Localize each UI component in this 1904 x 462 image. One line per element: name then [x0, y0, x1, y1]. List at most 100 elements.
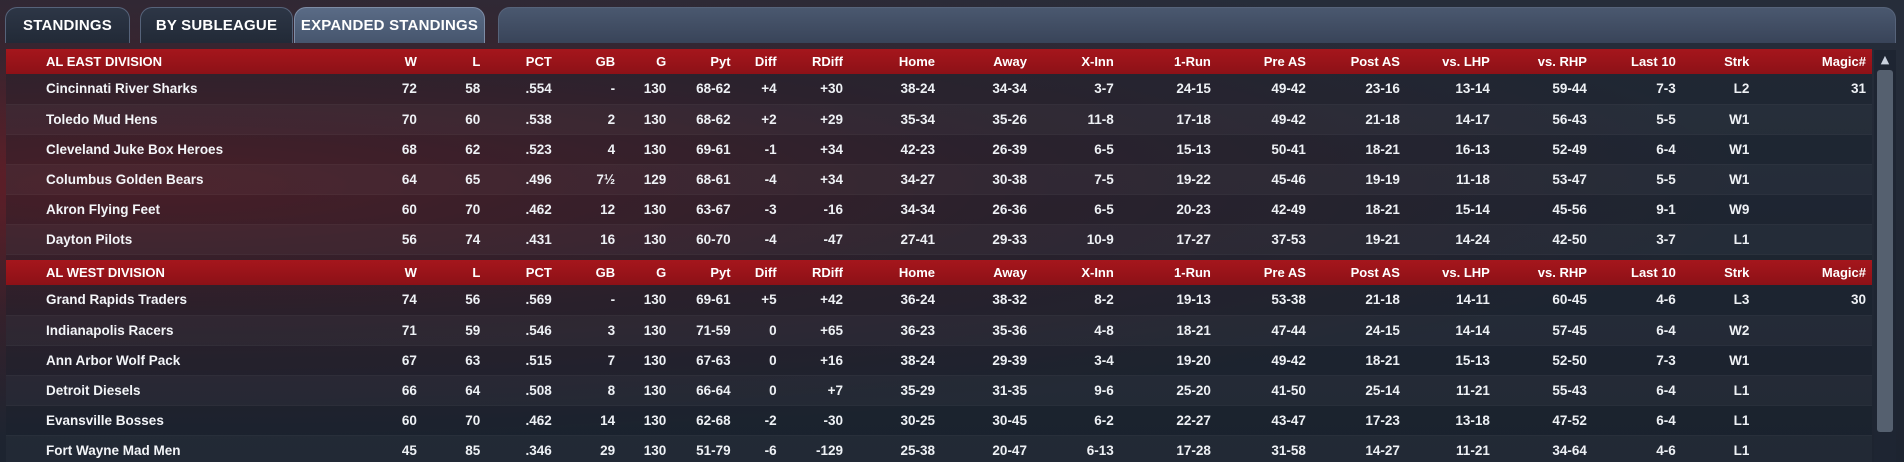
column-header-diff[interactable]: Diff — [736, 49, 783, 74]
team-row[interactable]: Grand Rapids Traders 74 56.569-130 69-61 +5 +… — [6, 285, 1872, 316]
team-row[interactable]: Detroit Diesels 66 64.508 8 130 66-64 0 +7 35-29… — [6, 375, 1872, 406]
team-row[interactable]: Akron Flying Feet 60 70.462 12 130 63-67 -3 -16… — [6, 194, 1872, 225]
cell-diff: -1 — [736, 134, 783, 165]
column-header-rdiff[interactable]: RDiff — [782, 260, 850, 285]
column-header-w[interactable]: W — [384, 49, 423, 74]
cell-w: 67 — [384, 345, 423, 376]
team-name[interactable]: Detroit Diesels — [6, 375, 385, 406]
column-header-rdiff[interactable]: RDiff — [782, 49, 850, 74]
team-row[interactable]: Cincinnati River Sharks 72 58.554-130 68-62… — [6, 74, 1872, 105]
column-header-gb[interactable]: GB — [557, 260, 622, 285]
team-row[interactable]: Ann Arbor Wolf Pack 67 63.515 7 130 67-63 0 +16… — [6, 345, 1872, 376]
cell-vslhp: 13-18 — [1405, 405, 1496, 436]
cell-magic — [1755, 435, 1872, 462]
cell-gb: 29 — [557, 435, 622, 462]
cell-away: 38-32 — [940, 285, 1033, 316]
cell-vsrhp: 42-50 — [1495, 224, 1593, 255]
column-header-onerun[interactable]: 1-Run — [1119, 49, 1217, 74]
cell-postas: 17-23 — [1311, 405, 1406, 436]
cell-onerun: 19-13 — [1119, 285, 1217, 316]
column-header-magic[interactable]: Magic# — [1755, 260, 1872, 285]
division-header-row: AL EAST DIVISION W L PCT GB G Pyt Diff RDiff Home… — [6, 49, 1872, 74]
cell-gb: 14 — [557, 405, 622, 436]
column-header-pyt[interactable]: Pyt — [672, 49, 737, 74]
cell-strk: L3 — [1681, 285, 1756, 316]
cell-xinn: 9-6 — [1032, 375, 1120, 406]
tab-by-subleague[interactable]: BY SUBLEAGUE — [140, 7, 293, 43]
cell-away: 29-39 — [940, 345, 1033, 376]
tab-standings[interactable]: STANDINGS — [5, 7, 130, 43]
column-header-strk[interactable]: Strk — [1681, 49, 1756, 74]
team-row[interactable]: Evansville Bosses 60 70.462 14 130 62-68 -2 -30… — [6, 405, 1872, 436]
column-header-xinn[interactable]: X-Inn — [1032, 49, 1120, 74]
column-header-gb[interactable]: GB — [557, 49, 622, 74]
column-header-diff[interactable]: Diff — [736, 260, 783, 285]
column-header-magic[interactable]: Magic# — [1755, 49, 1872, 74]
column-header-onerun[interactable]: 1-Run — [1119, 260, 1217, 285]
column-header-postas[interactable]: Post AS — [1311, 260, 1406, 285]
column-header-preas[interactable]: Pre AS — [1216, 49, 1312, 74]
team-name[interactable]: Toledo Mud Hens — [6, 104, 385, 135]
column-header-vslhp[interactable]: vs. LHP — [1405, 49, 1496, 74]
scrollbar-thumb[interactable] — [1877, 70, 1893, 432]
column-header-pct[interactable]: PCT — [486, 49, 558, 74]
team-row[interactable]: Toledo Mud Hens 70 60.538 2 130 68-62 +2 +29 35-… — [6, 104, 1872, 135]
column-header-last10[interactable]: Last 10 — [1592, 260, 1682, 285]
column-header-l[interactable]: L — [422, 260, 487, 285]
column-header-home[interactable]: Home — [849, 49, 941, 74]
cell-strk: W2 — [1681, 315, 1756, 346]
column-header-away[interactable]: Away — [940, 49, 1033, 74]
column-header-pyt[interactable]: Pyt — [672, 260, 737, 285]
cell-strk: L1 — [1681, 375, 1756, 406]
cell-away: 29-33 — [940, 224, 1033, 255]
cell-magic: 30 — [1755, 285, 1872, 316]
team-name[interactable]: Cleveland Juke Box Heroes — [6, 134, 385, 165]
column-header-w[interactable]: W — [384, 260, 423, 285]
triangle-up-icon[interactable]: ▲ — [1880, 53, 1890, 66]
team-row[interactable]: Columbus Golden Bears 64 65.496 7½ 129 68-61-… — [6, 164, 1872, 195]
column-header-home[interactable]: Home — [849, 260, 941, 285]
cell-pyt: 68-62 — [672, 74, 737, 105]
column-header-pct[interactable]: PCT — [486, 260, 558, 285]
team-name[interactable]: Akron Flying Feet — [6, 194, 385, 225]
team-name[interactable]: Fort Wayne Mad Men — [6, 435, 385, 462]
cell-postas: 19-21 — [1311, 224, 1406, 255]
column-header-vslhp[interactable]: vs. LHP — [1405, 260, 1496, 285]
team-name[interactable]: Grand Rapids Traders — [6, 285, 385, 316]
team-row[interactable]: Fort Wayne Mad Men 45 85.346 29 130 51-79 -6 -1… — [6, 435, 1872, 462]
column-header-last10[interactable]: Last 10 — [1592, 49, 1682, 74]
cell-l: 58 — [422, 74, 487, 105]
team-row[interactable]: Cleveland Juke Box Heroes 68 62.523 4 130 69-… — [6, 134, 1872, 165]
column-header-preas[interactable]: Pre AS — [1216, 260, 1312, 285]
team-name[interactable]: Columbus Golden Bears — [6, 164, 385, 195]
column-header-strk[interactable]: Strk — [1681, 260, 1756, 285]
tab-expanded-standings[interactable]: EXPANDED STANDINGS — [294, 7, 485, 43]
team-row[interactable]: Dayton Pilots 56 74.431 16 130 60-70 -4 -47 27-4… — [6, 224, 1872, 255]
team-name[interactable]: Cincinnati River Sharks — [6, 74, 385, 105]
column-header-xinn[interactable]: X-Inn — [1032, 260, 1120, 285]
cell-vsrhp: 52-49 — [1495, 134, 1593, 165]
team-name[interactable]: Ann Arbor Wolf Pack — [6, 345, 385, 376]
division-name: AL EAST DIVISION — [6, 49, 385, 74]
team-name[interactable]: Indianapolis Racers — [6, 315, 385, 346]
column-header-postas[interactable]: Post AS — [1311, 49, 1406, 74]
cell-onerun: 25-20 — [1119, 375, 1217, 406]
cell-away: 30-45 — [940, 405, 1033, 436]
cell-postas: 23-16 — [1311, 74, 1406, 105]
column-header-g[interactable]: G — [621, 49, 673, 74]
team-name[interactable]: Evansville Bosses — [6, 405, 385, 436]
cell-diff: +4 — [736, 74, 783, 105]
team-row[interactable]: Indianapolis Racers 71 59.546 3 130 71-59 0 +65… — [6, 315, 1872, 346]
column-header-l[interactable]: L — [422, 49, 487, 74]
cell-diff: +5 — [736, 285, 783, 316]
team-name[interactable]: Dayton Pilots — [6, 224, 385, 255]
cell-onerun: 18-21 — [1119, 315, 1217, 346]
column-header-vsrhp[interactable]: vs. RHP — [1495, 49, 1593, 74]
cell-onerun: 22-27 — [1119, 405, 1217, 436]
column-header-away[interactable]: Away — [940, 260, 1033, 285]
cell-rdiff: -30 — [782, 405, 850, 436]
column-header-g[interactable]: G — [621, 260, 673, 285]
cell-vslhp: 14-24 — [1405, 224, 1496, 255]
column-header-vsrhp[interactable]: vs. RHP — [1495, 260, 1593, 285]
cell-preas: 41-50 — [1216, 375, 1312, 406]
